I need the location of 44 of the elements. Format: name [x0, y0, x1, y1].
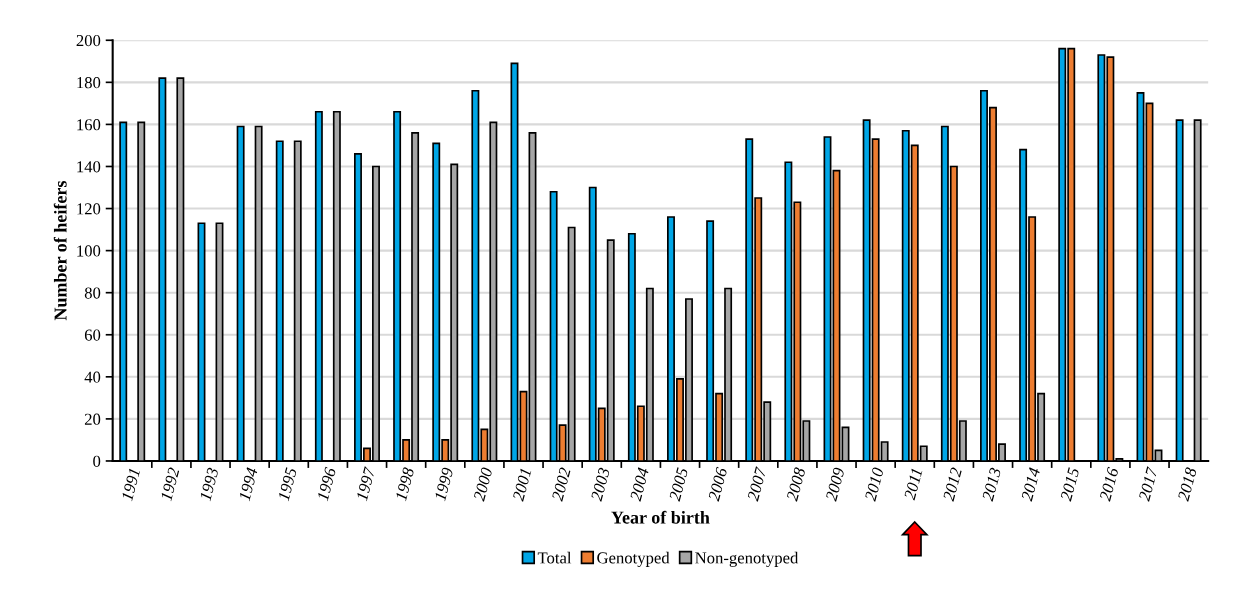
x-tick-label: 1993 — [199, 467, 219, 502]
legend-label: Genotyped — [597, 551, 670, 567]
x-tick-label: 2011 — [903, 468, 923, 501]
x-tick-label: 2014 — [1020, 467, 1041, 502]
y-tick-label: 140 — [77, 161, 101, 173]
x-tick-label: 2017 — [1138, 466, 1158, 502]
y-tick-label: 160 — [77, 119, 101, 131]
x-tick-label: 2000 — [473, 466, 493, 502]
x-tick-label: 2012 — [942, 467, 963, 502]
x-axis-title: Year of birth — [611, 510, 710, 524]
y-tick-label: 200 — [76, 34, 101, 47]
x-tick-label: 2016 — [1099, 466, 1119, 502]
y-tick-label: 120 — [77, 203, 101, 215]
x-tick-label: 2018 — [1177, 466, 1197, 502]
x-tick-label: 2013 — [981, 467, 1002, 502]
y-tick-label: 60 — [84, 329, 101, 341]
x-tick-label: 2007 — [747, 466, 767, 502]
y-tick-label: 20 — [84, 413, 101, 425]
x-tick-label: 1997 — [356, 466, 376, 502]
x-tick-label: 1999 — [434, 466, 454, 502]
x-tick-label: 1991 — [121, 468, 141, 502]
y-tick-label: 40 — [84, 371, 101, 383]
y-tick-label: 180 — [77, 77, 101, 89]
y-axis-title: Number of heifers — [53, 181, 67, 321]
x-tick-label: 2015 — [1060, 467, 1080, 502]
x-tick-label: 1995 — [277, 467, 297, 502]
x-tick-label: 2002 — [551, 467, 571, 502]
y-tick-label: 80 — [84, 287, 101, 299]
x-tick-label: 2003 — [590, 467, 610, 502]
x-tick-label: 1998 — [395, 466, 415, 502]
x-tick-label: 2010 — [864, 466, 884, 502]
x-tick-label: 2001 — [512, 468, 532, 502]
x-tick-label: 2009 — [825, 466, 845, 502]
x-tick-label: 2005 — [668, 467, 689, 502]
y-tick-label: 100 — [77, 245, 101, 257]
x-tick-label: 2008 — [786, 466, 806, 502]
legend-label: Total — [537, 551, 572, 564]
x-tick-label: 2004 — [629, 467, 650, 502]
x-tick-label: 1996 — [316, 466, 337, 502]
x-tick-label: 1992 — [160, 467, 180, 502]
x-tick-label: 1994 — [238, 467, 258, 502]
x-tick-label: 2006 — [707, 466, 728, 502]
y-tick-label: 0 — [93, 455, 101, 467]
legend-label: Non-genotyped — [695, 551, 799, 567]
